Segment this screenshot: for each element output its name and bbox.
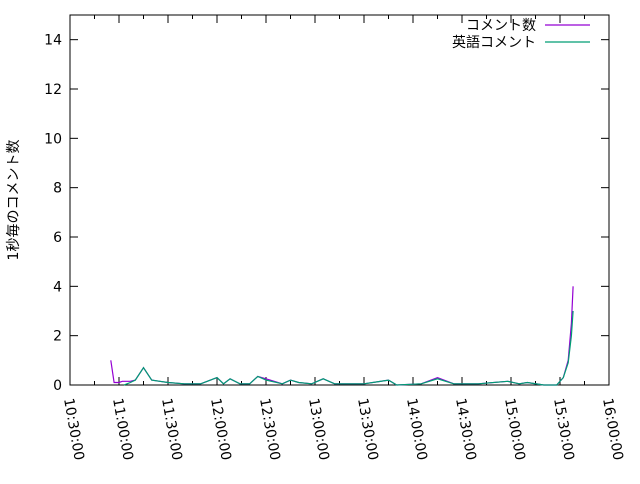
y-tick-label: 2 (53, 329, 62, 345)
series-group (111, 286, 573, 385)
y-tick-label: 4 (53, 279, 62, 295)
y-tick-label: 8 (53, 181, 62, 197)
x-tick-label: 15:30:00 (550, 397, 577, 462)
y-tick-label: 10 (44, 131, 62, 147)
y-tick-label: 6 (53, 230, 62, 246)
legend-label: コメント数 (466, 18, 536, 34)
x-tick-label: 10:30:00 (60, 397, 87, 462)
y-tick-label: 0 (53, 378, 62, 394)
x-tick-label: 13:00:00 (305, 397, 332, 462)
plot-frame (70, 15, 609, 385)
y-axis-label: 1秒毎のコメント数 (6, 140, 22, 261)
y-tick-label: 14 (44, 33, 62, 49)
x-tick-label: 11:30:00 (158, 397, 185, 462)
x-tick-label: 14:30:00 (452, 397, 479, 462)
series-line-0 (111, 286, 573, 385)
x-tick-label: 14:00:00 (403, 397, 430, 462)
x-tick-label: 11:00:00 (109, 397, 136, 462)
series-line-1 (124, 311, 573, 385)
y-tick-label: 12 (44, 82, 62, 98)
x-tick-label: 15:00:00 (501, 397, 528, 462)
x-tick-label: 12:00:00 (207, 397, 234, 462)
x-tick-label: 16:00:00 (599, 397, 626, 462)
x-tick-label: 12:30:00 (256, 397, 283, 462)
legend-label: 英語コメント (452, 34, 536, 51)
x-tick-label: 13:30:00 (354, 397, 381, 462)
axes: 0 2 4 6 8 10 12 14 10:30:00 11:00:00 11:30:00 12:00… (44, 15, 626, 462)
